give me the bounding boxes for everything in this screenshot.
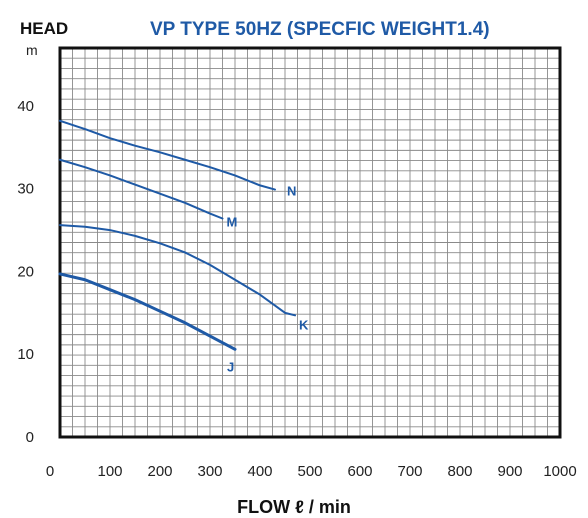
head-label: HEAD [20,19,68,38]
series-line-N [59,119,276,191]
x-axis-label: FLOW ℓ / min [237,497,351,517]
y-axis-ticks: 0 10 20 30 40 [17,98,34,446]
chart-title: VP TYPE 50HZ (SPECFIC WEIGHT1.4) [150,19,490,40]
x-tick-label: 900 [497,463,522,480]
plot-frame [58,46,562,439]
series-label-M: M [227,214,238,229]
series-label-K: K [299,317,309,332]
y-tick-label: 20 [17,263,34,280]
x-tick-label: 200 [147,463,172,480]
x-tick-label: 100 [97,463,122,480]
series-group: N M K J [58,119,309,374]
y-tick-label: 10 [17,346,34,363]
y-tick-label: 40 [17,98,34,115]
y-tick-label: 0 [26,429,34,446]
x-tick-label: 600 [347,463,372,480]
x-tick-label: 400 [247,463,272,480]
x-tick-label: 700 [397,463,422,480]
x-tick-label: 1000 [543,463,576,480]
y-unit-label: m [26,42,38,58]
x-tick-label: 500 [297,463,322,480]
x-tick-label: 0 [46,463,54,480]
x-tick-label: 300 [197,463,222,480]
y-tick-label: 30 [17,181,34,198]
series-label-N: N [287,184,296,199]
series-line-K [59,224,296,317]
series-label-J: J [227,359,234,374]
series-line-M [59,158,224,220]
series-line-J [58,272,237,351]
grid [60,48,560,437]
x-axis-ticks: 0 100 200 300 400 500 600 700 800 900 1000 [46,463,577,480]
x-tick-label: 800 [447,463,472,480]
